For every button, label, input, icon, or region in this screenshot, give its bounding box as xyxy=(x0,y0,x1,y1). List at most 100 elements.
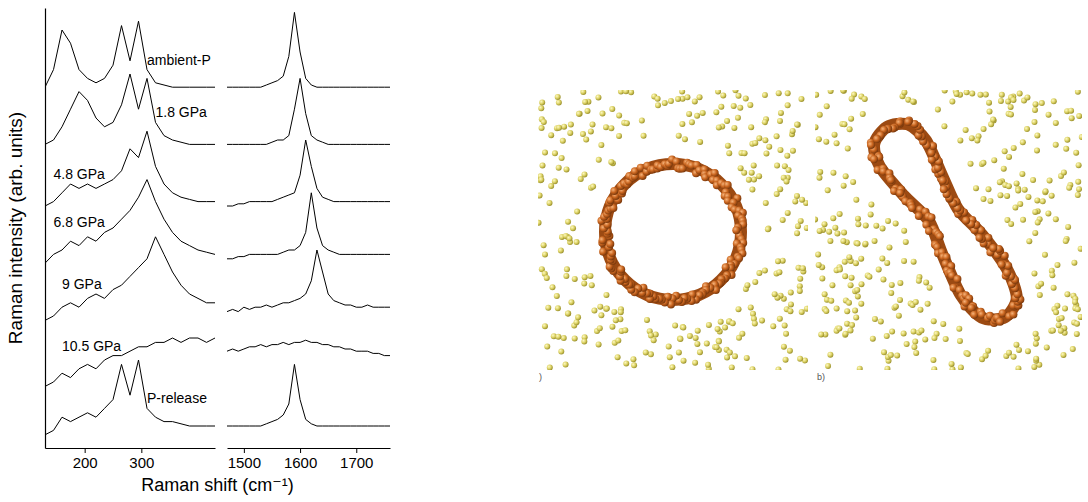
solvent-atom xyxy=(849,322,855,328)
solvent-atom xyxy=(858,301,864,307)
solvent-atom xyxy=(1024,94,1030,100)
spectrum-line xyxy=(227,12,390,87)
solvent-atom xyxy=(560,138,566,144)
solvent-atom xyxy=(998,98,1004,104)
solvent-atom xyxy=(1035,219,1041,225)
solvent-atom xyxy=(1053,142,1059,148)
solvent-atom xyxy=(1076,186,1082,192)
solvent-atom xyxy=(997,179,1003,185)
solvent-atom xyxy=(720,93,726,99)
solvent-atom xyxy=(783,331,789,337)
solvent-atom xyxy=(823,308,829,314)
solvent-atom xyxy=(817,169,823,175)
solvent-atom xyxy=(541,119,547,125)
solvent-atom xyxy=(893,220,899,226)
solvent-atom xyxy=(1025,194,1031,200)
x-tick: 1600 xyxy=(284,448,317,471)
solvent-atom xyxy=(991,157,997,163)
solvent-atom xyxy=(655,96,661,102)
solvent-atom xyxy=(655,102,661,108)
solvent-atom xyxy=(849,96,855,102)
solvent-atom xyxy=(568,299,574,305)
solvent-atom xyxy=(704,341,710,347)
solvent-atom xyxy=(1013,342,1019,348)
solvent-atom xyxy=(694,341,700,347)
solvent-atom xyxy=(555,334,561,340)
solvent-atom xyxy=(1010,97,1016,103)
solvent-atom xyxy=(680,324,686,330)
spectrum-label: ambient-P xyxy=(147,52,211,68)
nanotube-bead xyxy=(606,240,614,248)
solvent-atom xyxy=(930,357,936,363)
nanotube-bead xyxy=(732,226,740,234)
solvent-atom xyxy=(913,299,919,305)
nanotube-wall xyxy=(874,124,1017,320)
solvent-atom xyxy=(1006,183,1012,189)
solvent-atom xyxy=(574,209,580,215)
solvent-atom xyxy=(848,116,854,122)
solvent-atom xyxy=(651,337,657,343)
solvent-atom xyxy=(788,301,794,307)
solvent-atom xyxy=(738,165,744,171)
solvent-atom xyxy=(547,365,553,370)
solvent-atom xyxy=(913,350,919,356)
solvent-atom xyxy=(866,274,872,280)
solvent-atom xyxy=(857,366,863,370)
solvent-atom xyxy=(997,192,1003,198)
solvent-atom xyxy=(542,150,548,156)
solvent-atom xyxy=(590,122,596,128)
solvent-atom xyxy=(1031,119,1037,125)
solvent-atom xyxy=(827,352,833,358)
solvent-atom xyxy=(581,338,587,344)
x-tick: 1700 xyxy=(340,448,373,471)
solvent-atom xyxy=(609,106,615,112)
solvent-atom xyxy=(790,148,796,154)
solvent-atom xyxy=(782,323,788,329)
solvent-atom xyxy=(706,322,712,328)
solvent-atom xyxy=(574,239,580,245)
solvent-atom xyxy=(829,282,835,288)
solvent-atom xyxy=(716,124,722,130)
solvent-atom xyxy=(743,96,749,102)
solvent-atom xyxy=(1008,112,1014,118)
x-axis-line xyxy=(46,448,216,449)
solvent-atom xyxy=(817,228,823,234)
solvent-atom xyxy=(1064,291,1070,297)
solvent-atom xyxy=(1033,331,1039,337)
solvent-atom xyxy=(1042,252,1048,258)
solvent-atom xyxy=(896,313,902,319)
solvent-atom xyxy=(816,175,822,181)
solvent-atom xyxy=(1078,246,1082,252)
solvent-atom xyxy=(973,185,979,191)
solvent-atom xyxy=(815,92,819,98)
solvent-atom xyxy=(1033,101,1039,107)
solvent-atom xyxy=(774,163,780,169)
solvent-atom xyxy=(923,279,929,285)
solvent-atom xyxy=(724,118,730,124)
solvent-atom xyxy=(911,344,917,350)
nanotube-bead xyxy=(940,185,948,193)
nanotube-bead xyxy=(975,234,983,242)
solvent-atom xyxy=(756,173,762,179)
solvent-atom xyxy=(842,273,848,279)
solvent-atom xyxy=(564,166,570,172)
solvent-atom xyxy=(750,311,756,317)
solvent-atom xyxy=(765,226,771,232)
solvent-atom xyxy=(554,293,560,299)
solvent-atom xyxy=(694,113,700,119)
solvent-atom xyxy=(917,307,923,313)
solvent-atom xyxy=(548,132,554,138)
solvent-atom xyxy=(729,364,735,370)
solvent-atom xyxy=(1017,201,1023,207)
solvent-atom xyxy=(1044,344,1050,350)
solvent-atom xyxy=(1074,321,1080,327)
solvent-atom xyxy=(1061,169,1067,175)
solvent-atom xyxy=(538,177,543,183)
solvent-atom xyxy=(792,198,798,204)
solvent-atom xyxy=(1020,217,1026,223)
solvent-atom xyxy=(596,157,602,163)
solvent-atom xyxy=(542,323,548,329)
solvent-atom xyxy=(622,327,628,333)
solvent-atom xyxy=(823,139,829,145)
solvent-atom xyxy=(1032,107,1038,113)
